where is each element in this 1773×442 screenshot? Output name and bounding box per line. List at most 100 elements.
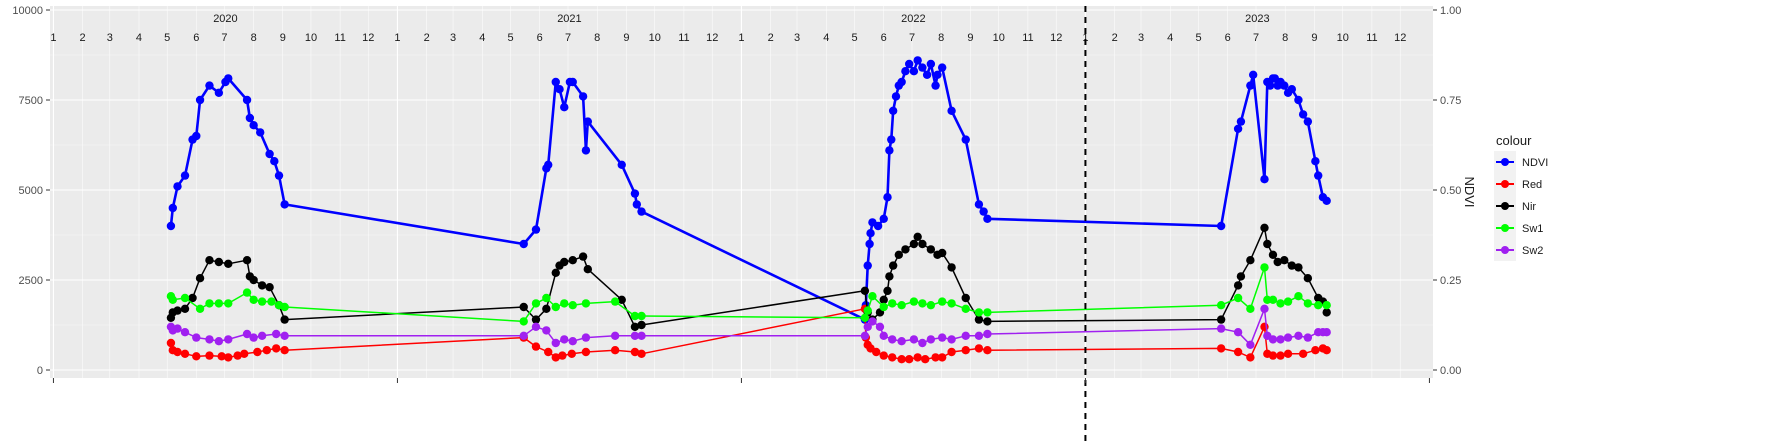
data-point-ndvi [617, 160, 626, 169]
month-label: 4 [479, 32, 485, 44]
data-point-ndvi [1248, 70, 1258, 80]
legend-key-point [1501, 224, 1509, 232]
month-label: 5 [851, 32, 857, 44]
data-point-red [280, 346, 289, 355]
year-label: 2021 [557, 13, 581, 25]
data-point-nir [1246, 256, 1255, 265]
y-right-tick-label: 0.00 [1440, 365, 1461, 377]
data-point-sw2 [860, 331, 870, 340]
data-point-sw1 [1268, 295, 1278, 304]
data-point-ndvi [1216, 221, 1226, 231]
month-label: 2 [424, 32, 430, 44]
month-label: 1 [738, 32, 744, 44]
data-point-sw1 [637, 311, 646, 321]
data-point-sw1 [610, 297, 620, 306]
y-left-tick-label: 7500 [19, 95, 43, 107]
data-point-ndvi [249, 121, 258, 130]
y-left-tick-label: 2500 [19, 275, 43, 287]
data-point-sw2 [1283, 333, 1293, 342]
month-label: 12 [362, 32, 374, 44]
data-point-sw1 [581, 299, 591, 308]
data-point-red [937, 353, 947, 362]
data-point-sw1 [983, 308, 992, 317]
data-point-nir [531, 315, 541, 324]
legend-label-red: Red [1522, 179, 1542, 191]
data-point-nir [1280, 256, 1289, 265]
data-point-sw1 [542, 293, 551, 303]
data-point-nir [1233, 281, 1243, 290]
data-point-nir [1263, 239, 1272, 249]
data-point-nir [173, 306, 182, 315]
data-point-sw2 [897, 337, 906, 346]
data-point-red [192, 352, 201, 361]
data-point-ndvi [1303, 117, 1313, 126]
data-point-sw2 [918, 338, 927, 348]
data-point-sw2 [1294, 331, 1303, 340]
data-point-sw2 [926, 335, 936, 344]
data-point-sw2 [1216, 324, 1226, 333]
data-point-red [921, 355, 930, 364]
data-point-nir [551, 268, 560, 277]
data-point-ndvi [583, 117, 593, 126]
data-point-sw1 [195, 304, 205, 313]
data-point-sw2 [271, 329, 281, 339]
data-point-nir [888, 261, 898, 270]
data-point-red [166, 338, 176, 348]
data-point-sw2 [180, 328, 190, 337]
data-point-sw1 [888, 299, 897, 308]
month-label: 1 [50, 32, 56, 44]
month-label: 8 [1282, 32, 1288, 44]
data-point-nir [947, 263, 956, 272]
data-point-red [262, 346, 271, 355]
data-point-red [974, 344, 984, 353]
month-labels: 1 2 3 4 5 6 7 8 9 10 11 12 1 2 3 4 5 6 7 8 9 10 11 12 1 2 3 4 5 6 7 8 9 1… [50, 32, 1406, 44]
legend-key-point [1501, 158, 1509, 166]
data-point-ndvi [168, 203, 178, 213]
data-point-ndvi [933, 70, 942, 80]
month-label: 10 [1337, 32, 1349, 44]
data-point-sw1 [863, 306, 872, 315]
month-label: 8 [938, 32, 944, 44]
month-label: 10 [993, 32, 1005, 44]
data-point-sw1 [1246, 304, 1255, 313]
data-point-ndvi [1314, 171, 1323, 180]
data-point-red [253, 347, 262, 357]
data-point-nir [249, 275, 258, 285]
data-point-red [558, 351, 567, 360]
data-point-sw2 [1233, 328, 1243, 337]
data-point-ndvi [979, 207, 988, 216]
data-point-ndvi [1233, 124, 1243, 133]
data-point-sw1 [1283, 297, 1293, 306]
series-layer [166, 56, 1331, 364]
y-left-tick-label: 0 [37, 365, 43, 377]
data-point-ndvi [983, 214, 992, 223]
month-label: 1 [1082, 32, 1088, 44]
data-point-red [630, 347, 640, 357]
month-label: 5 [507, 32, 513, 44]
data-point-sw1 [168, 295, 178, 304]
data-point-sw1 [519, 317, 528, 326]
data-point-ndvi [274, 171, 284, 180]
data-point-sw2 [961, 331, 970, 340]
month-label: 11 [678, 32, 689, 44]
month-label: 12 [1394, 32, 1406, 44]
data-point-sw1 [961, 304, 970, 313]
month-label: 10 [305, 32, 317, 44]
data-point-nir [894, 250, 904, 259]
series-nir [166, 223, 1331, 331]
year-labels: 2020 2021 2022 2023 [213, 13, 1269, 25]
data-point-sw1 [214, 299, 224, 308]
data-point-ndvi [637, 207, 646, 216]
legend-title: colour [1496, 133, 1532, 148]
data-point-ndvi [270, 157, 279, 166]
data-point-sw2 [1268, 335, 1278, 344]
data-point-ndvi [931, 81, 940, 90]
data-point-sw2 [242, 329, 252, 339]
data-point-ndvi [166, 221, 176, 231]
data-point-nir [583, 265, 593, 274]
month-label: 11 [1366, 32, 1377, 44]
data-point-ndvi [879, 214, 888, 223]
y-right-tick-label: 0.25 [1440, 275, 1461, 287]
data-point-sw2 [1260, 304, 1269, 313]
data-point-red [551, 353, 560, 362]
